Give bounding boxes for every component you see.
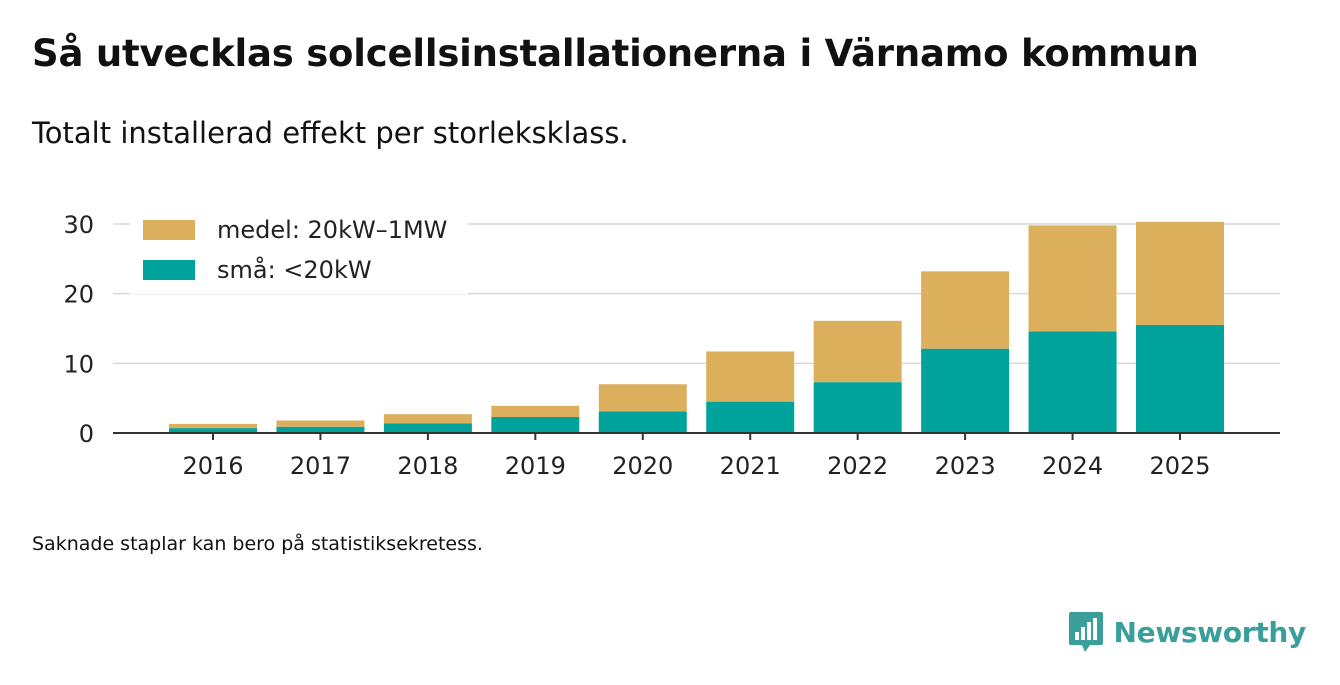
y-tick-label: 20 <box>63 281 94 309</box>
bar-2020-small <box>598 411 687 433</box>
bar-2025-medium <box>1136 221 1224 326</box>
bar-2021-medium <box>706 351 795 402</box>
bar-2019-small <box>491 416 580 433</box>
bar-2018-medium <box>383 414 472 424</box>
bar-2023-small <box>921 348 1010 433</box>
x-tick-label: 2017 <box>290 452 351 480</box>
newsworthy-logo-icon <box>1068 612 1103 652</box>
x-tick-label: 2021 <box>720 452 781 480</box>
y-tick-label: 0 <box>79 420 94 448</box>
bar-2016-small <box>169 428 257 433</box>
chart-title: Så utvecklas solcellsinstallationerna i … <box>32 32 1199 75</box>
bar-2025-small <box>1136 325 1224 433</box>
legend: medel: 20kW–1MW små: <20kW <box>130 214 468 294</box>
bar-2024-small <box>1028 331 1117 433</box>
y-tick-label: 10 <box>63 350 94 378</box>
bar-2018-small <box>383 423 472 433</box>
legend-swatch <box>143 260 195 280</box>
stacked-bar-chart: 0 10 20 30 2016 2017 2018 2019 2020 2021 2022 2023 2… <box>63 211 1280 480</box>
x-tick-label: 2025 <box>1149 452 1210 480</box>
axes: 0 10 20 30 2016 2017 2018 2019 2020 2021 2022 2023 2… <box>63 211 1280 480</box>
y-tick-label: 30 <box>63 211 94 239</box>
bar-2020-medium <box>598 384 687 412</box>
x-tick-label: 2016 <box>182 452 243 480</box>
legend-swatch <box>143 220 195 240</box>
chart-subtitle: Totalt installerad effekt per storlekskl… <box>32 116 629 150</box>
footnote: Saknade staplar kan bero på statistiksek… <box>32 533 483 555</box>
x-tick-label: 2022 <box>827 452 888 480</box>
bar-2019-medium <box>491 405 580 417</box>
bar-2021-small <box>706 401 795 433</box>
bar-2022-medium <box>813 320 902 383</box>
brand-name: Newsworthy <box>1113 615 1307 649</box>
bar-2017-small <box>276 426 365 433</box>
chart-area: 0 10 20 30 2016 2017 2018 2019 2020 2021 2022 2023 2… <box>0 190 1340 500</box>
bar-2022-small <box>813 382 902 433</box>
x-tick-label: 2020 <box>612 452 673 480</box>
brand-logo[interactable]: Newsworthy <box>1068 610 1306 654</box>
x-tick-label: 2023 <box>935 452 996 480</box>
legend-label: medel: 20kW–1MW <box>217 216 447 244</box>
legend-label: små: <20kW <box>217 255 372 284</box>
bar-2017-medium <box>276 420 365 427</box>
bar-2016-medium <box>169 423 257 429</box>
x-tick-label: 2024 <box>1042 452 1103 480</box>
x-tick-label: 2018 <box>397 452 458 480</box>
bar-2023-medium <box>921 271 1010 349</box>
bars <box>169 221 1224 433</box>
x-tick-label: 2019 <box>505 452 566 480</box>
bar-2024-medium <box>1028 225 1117 332</box>
